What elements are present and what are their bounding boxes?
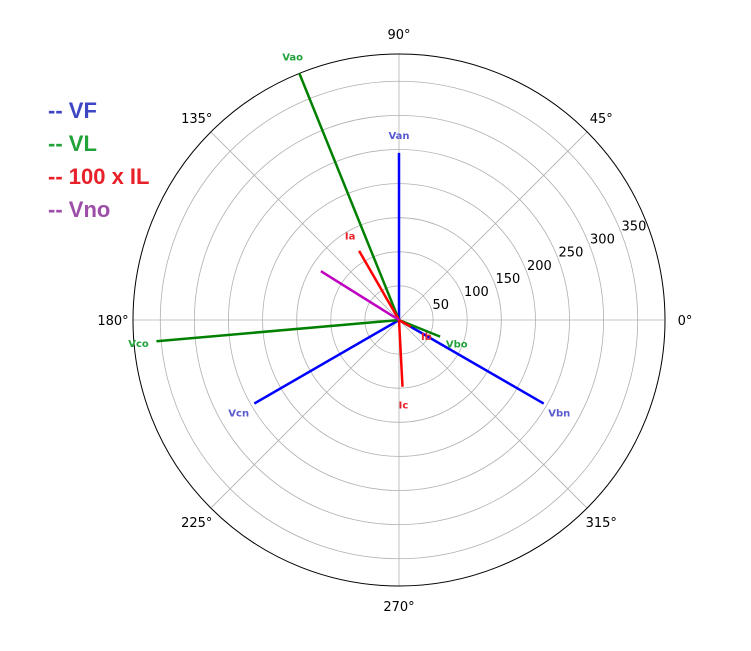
legend: -- VF -- VL -- 100 x IL -- Vno bbox=[48, 94, 149, 226]
phasor-ib bbox=[398, 318, 412, 328]
angle-tick-label: 45° bbox=[590, 112, 613, 127]
radial-tick-label: 350 bbox=[622, 220, 647, 235]
legend-item-vno: -- Vno bbox=[48, 197, 111, 222]
phasor-vcn bbox=[253, 318, 400, 405]
grid-spoke-225 bbox=[210, 319, 400, 509]
phasor-label-ib: Ib bbox=[421, 332, 432, 343]
legend-item-il: -- 100 x IL bbox=[48, 164, 150, 189]
radial-tick-label: 200 bbox=[527, 259, 552, 274]
grid-spoke-45 bbox=[398, 131, 588, 321]
phasor-vao bbox=[298, 72, 401, 321]
radial-tick-label: 300 bbox=[590, 233, 615, 248]
phasor-label-ia: Ia bbox=[345, 231, 355, 242]
legend-item-vf: -- VF bbox=[48, 98, 97, 123]
grid-spoke-135 bbox=[210, 131, 400, 321]
phasor-ic bbox=[397, 319, 404, 387]
phasor-label-vbn: Vbn bbox=[548, 409, 570, 420]
phasor-label-vbo: Vbo bbox=[446, 339, 468, 350]
radial-tick-label: 150 bbox=[496, 272, 521, 287]
phasor-labels: Van Vbn Vcn Vao Vbo Vco Ia Ib Ic bbox=[128, 53, 570, 420]
phasor-vbn bbox=[398, 318, 545, 405]
radial-tick-label: 250 bbox=[559, 246, 584, 261]
phasor-label-vao: Vao bbox=[282, 53, 303, 64]
phasor-lines bbox=[156, 72, 545, 405]
phasor-ia bbox=[358, 250, 401, 321]
angle-tick-labels: 0° 45° 90° 135° 180° 225° 270° 315° bbox=[97, 28, 692, 615]
radial-tick-labels: 50 100 150 200 250 300 350 bbox=[433, 220, 647, 313]
grid-spoke-315 bbox=[398, 319, 588, 509]
polar-boundary bbox=[132, 53, 666, 587]
angle-tick-label: 225° bbox=[181, 516, 212, 531]
phasor-label-vcn: Vcn bbox=[228, 409, 249, 420]
phasor-vno bbox=[320, 270, 400, 322]
radial-tick-label: 100 bbox=[464, 285, 489, 300]
angle-tick-label: 180° bbox=[97, 314, 128, 329]
legend-item-vl: -- VL bbox=[48, 131, 97, 156]
angle-tick-label: 0° bbox=[678, 314, 693, 329]
phasor-label-ic: Ic bbox=[399, 401, 409, 412]
phasor-label-vco: Vco bbox=[128, 339, 149, 350]
radial-tick-label: 50 bbox=[433, 298, 450, 313]
angle-tick-label: 270° bbox=[383, 600, 414, 615]
phasor-vco bbox=[156, 318, 400, 343]
angle-tick-label: 315° bbox=[586, 516, 617, 531]
polar-grid bbox=[132, 53, 666, 587]
phasor-label-van: Van bbox=[388, 131, 409, 142]
angle-tick-label: 90° bbox=[387, 28, 410, 43]
angle-tick-label: 135° bbox=[181, 112, 212, 127]
